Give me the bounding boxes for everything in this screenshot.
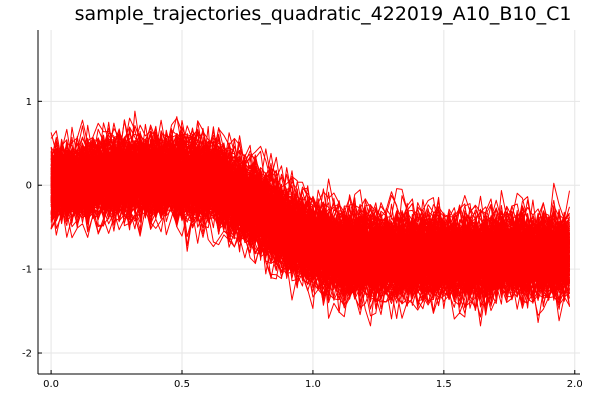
trajectory-line	[50, 140, 570, 275]
trajectory-line	[50, 159, 570, 301]
trajectory-line	[50, 165, 570, 310]
plot-area	[50, 110, 570, 327]
x-tick-label: 2.0	[567, 379, 583, 390]
trajectory-line	[50, 192, 570, 320]
trajectory-line	[50, 160, 570, 290]
x-tick-label: 0.5	[174, 379, 190, 390]
y-tick-label: 0	[26, 181, 32, 192]
axes	[37, 30, 580, 375]
trajectory-line	[50, 170, 570, 304]
trajectory-line	[50, 119, 570, 244]
x-tick-label: 0.0	[43, 379, 59, 390]
trajectory-line	[50, 137, 570, 286]
tick-labels: 0.0 0.5 1.0 1.5 2.0 1 0 -1 -2	[22, 97, 583, 390]
trajectory-line	[50, 126, 570, 247]
trajectory-line	[50, 147, 570, 279]
x-tick-label: 1.0	[305, 379, 321, 390]
y-tick-label: -1	[22, 265, 32, 276]
y-tick-label: -2	[22, 349, 32, 360]
chart-title: sample_trajectories_quadratic_422019_A10…	[75, 3, 572, 25]
trajectory-line	[50, 178, 570, 309]
x-tick-label: 1.5	[436, 379, 452, 390]
y-tick-label: 1	[26, 97, 32, 108]
